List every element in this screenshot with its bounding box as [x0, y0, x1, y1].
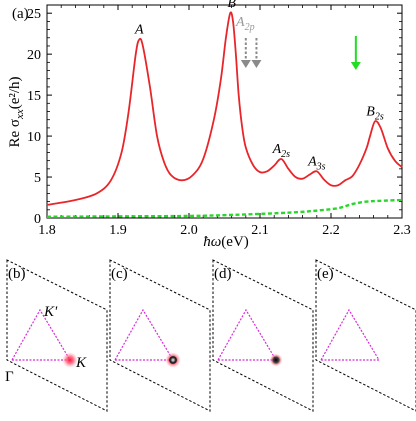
- bz-panel-e: (e): [315, 259, 416, 412]
- peak-label: A3s: [307, 154, 326, 172]
- series-line-red: [46, 11, 403, 206]
- k-label: K: [75, 355, 87, 371]
- y-tick-label: 15: [27, 89, 41, 104]
- panel-label: (d): [214, 266, 232, 282]
- panel-label: (c): [111, 266, 128, 282]
- x-tick-label: 2.2: [322, 223, 340, 238]
- a2p-sub: 2p: [245, 22, 255, 33]
- x-tick-labels: 1.8 1.9 2.0 2.1 2.2 2.3: [38, 223, 411, 238]
- panel-label: (b): [8, 266, 26, 282]
- high-symmetry-path: [10, 308, 72, 361]
- green-arrow-head: [350, 62, 361, 70]
- y-axis-label: Re σxx(e²/h): [7, 76, 26, 147]
- panel-label: (e): [317, 266, 334, 282]
- series-line-green: [46, 198, 403, 218]
- high-symmetry-path: [216, 308, 278, 361]
- panel-label-a: (a): [12, 6, 29, 22]
- peak-label: A: [134, 22, 144, 37]
- bz-panel-d: (d): [212, 259, 314, 412]
- high-symmetry-path: [113, 308, 175, 361]
- x-label-unit: (eV): [221, 234, 248, 250]
- x-tick-label: 1.9: [109, 223, 127, 238]
- bz-panel-c: (c): [109, 259, 211, 412]
- peak-label: B2s: [366, 104, 384, 122]
- k-point-marker: [165, 352, 181, 368]
- y-tick-label: 20: [27, 48, 41, 63]
- x-label-prefix: ħω: [203, 234, 221, 250]
- bz-panel-b: (b) K' K Γ: [5, 259, 108, 412]
- gray-arrow-head: [251, 60, 262, 68]
- bz-outline: [212, 259, 314, 412]
- peak-label: B: [227, 0, 236, 11]
- tick-marks: [46, 5, 403, 219]
- bz-outline: [315, 259, 416, 412]
- bz-outline: [109, 259, 211, 412]
- k-point-marker: [269, 353, 283, 367]
- y-label-unit: (e²/h): [7, 76, 23, 109]
- x-tick-label: 2.3: [393, 223, 411, 238]
- bz-panels: (b) K' K Γ (c) (d) (e): [5, 259, 416, 412]
- y-tick-label: 5: [34, 171, 41, 186]
- x-axis-label: ħω(eV): [203, 234, 249, 250]
- x-tick-label: 2.0: [180, 223, 198, 238]
- plot-frame: [46, 4, 403, 219]
- x-tick-label: 2.1: [251, 223, 269, 238]
- peak-label-a2p: A2p: [235, 15, 255, 33]
- y-tick-labels: 0 5 10 15 20 25: [27, 7, 41, 227]
- peak-label: A2s: [272, 142, 291, 160]
- y-tick-label: 10: [27, 130, 41, 145]
- k-point-ring: [169, 356, 177, 364]
- kprime-label: K': [43, 304, 58, 320]
- y-tick-label: 0: [34, 212, 41, 227]
- x-tick-label: 1.8: [38, 223, 56, 238]
- a2p-main: A: [235, 15, 245, 30]
- k-point-marker: [62, 352, 78, 368]
- high-symmetry-path: [319, 308, 381, 361]
- gamma-label: Γ: [5, 369, 14, 385]
- y-label-sub: xx: [14, 109, 26, 120]
- y-tick-label: 25: [27, 7, 41, 22]
- gray-arrow-head: [240, 60, 251, 68]
- series-lines: [46, 11, 403, 218]
- y-label-prefix: Re σ: [7, 119, 23, 148]
- bz-outline: [6, 259, 108, 412]
